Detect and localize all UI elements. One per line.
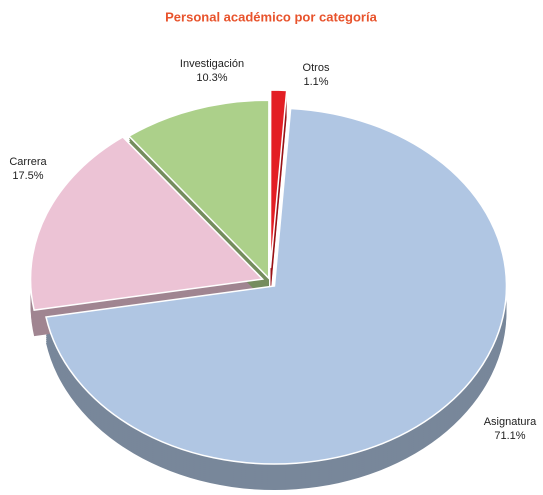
- slice-value-label: 1.1%: [303, 76, 328, 88]
- slice-label: Investigación: [180, 58, 244, 70]
- chart-title: Personal académico por categoría: [165, 9, 377, 24]
- slice-label: Carrera: [9, 156, 47, 168]
- pie-slice: [29, 136, 265, 311]
- slice-value-label: 17.5%: [12, 170, 43, 182]
- pie-slice: [127, 99, 270, 281]
- pie-slice: [45, 107, 508, 465]
- slice-label: Asignatura: [484, 416, 537, 428]
- pie-tops: [29, 89, 508, 465]
- slice-value-label: 10.3%: [196, 72, 227, 84]
- pie-slice: [269, 89, 288, 269]
- slice-label: Otros: [303, 62, 330, 74]
- slice-value-label: 71.1%: [494, 430, 525, 442]
